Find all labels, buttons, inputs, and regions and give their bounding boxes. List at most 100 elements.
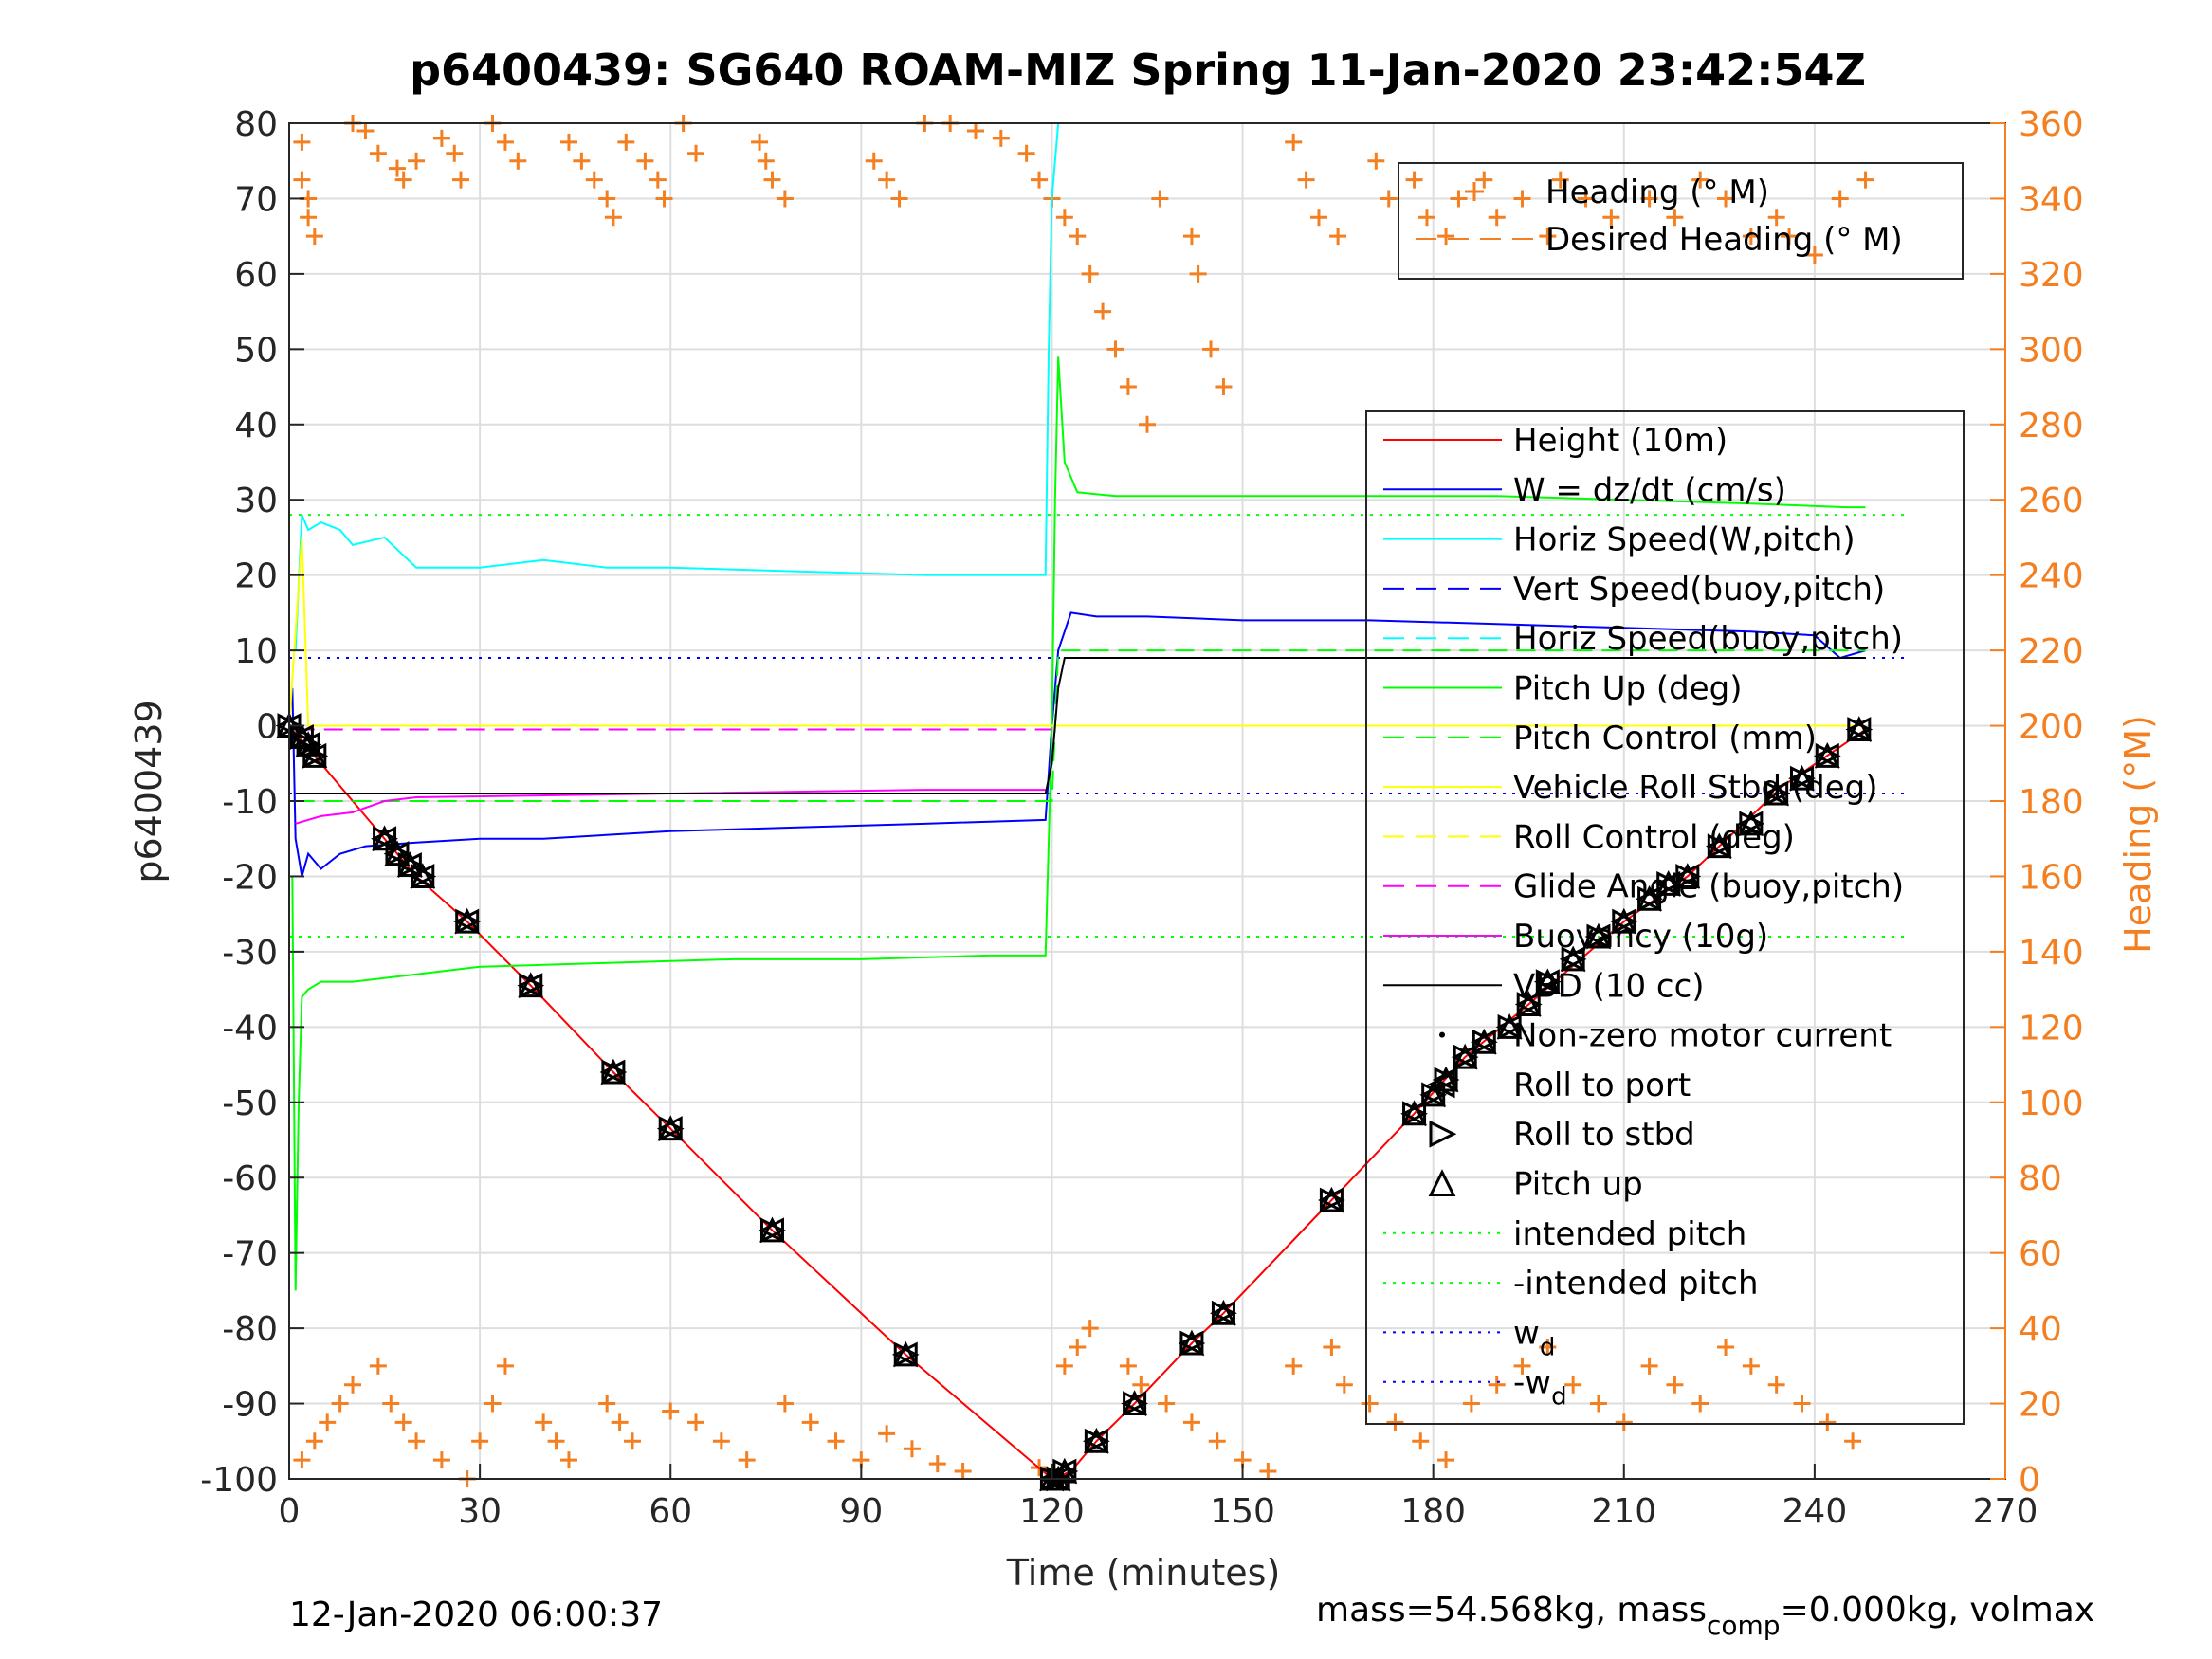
heading-point: [1158, 1395, 1176, 1413]
heading-point: [1094, 302, 1112, 320]
heading-point: [604, 209, 622, 227]
heading-point: [1513, 190, 1531, 208]
heading-point: [1119, 378, 1137, 396]
heading-point: [1666, 1376, 1684, 1394]
x-tick-label: 120: [1019, 1492, 1085, 1531]
x-axis-label: Time (minutes): [1006, 1552, 1281, 1594]
x-tick-label: 210: [1591, 1492, 1656, 1531]
legend-sample: [1429, 1120, 1457, 1148]
legend-label-sub: d: [1551, 1383, 1567, 1412]
heading-point: [1564, 1376, 1582, 1394]
heading-point: [801, 1413, 819, 1431]
heading-point: [1329, 228, 1347, 246]
legend-label: Roll to port: [1513, 1066, 1691, 1104]
marker-pitch-up: [1846, 716, 1873, 742]
heading-point: [452, 171, 469, 189]
marker-roll-stbd: [1084, 1428, 1110, 1454]
marker-pitch-up: [1814, 741, 1840, 768]
heading-point: [636, 152, 654, 170]
marker-roll-stbd: [1612, 908, 1638, 935]
heading-point: [293, 133, 311, 151]
heading-point: [763, 171, 781, 189]
heading-point: [1285, 1357, 1303, 1375]
heading-point: [776, 1395, 794, 1413]
heading-point: [1055, 209, 1073, 227]
marker-pitch-up: [454, 907, 481, 934]
marker-pitch-up: [1179, 1329, 1205, 1356]
legend-box: [1365, 410, 1965, 1425]
footer-timestamp: 12-Jan-2020 06:00:37: [289, 1595, 663, 1634]
heading-point: [1297, 171, 1315, 189]
heading-point: [1417, 209, 1435, 227]
marker-roll-stbd: [1497, 1013, 1524, 1040]
heading-point: [1856, 171, 1874, 189]
marker-pitch-up: [892, 1340, 919, 1367]
heading-point: [1615, 1413, 1633, 1431]
heading-point: [331, 1395, 349, 1413]
marker-roll-stbd: [1707, 833, 1733, 860]
legend-label: -intended pitch: [1513, 1265, 1759, 1303]
marker-pitch-up: [657, 1115, 684, 1141]
y-tick-label: -50: [222, 1085, 278, 1123]
heading-point: [1412, 1432, 1430, 1450]
marker-roll-stbd: [385, 841, 411, 867]
y-right-tick-label: 260: [2019, 482, 2084, 520]
marker-roll-stbd: [1472, 1029, 1498, 1055]
heading-point: [408, 1432, 426, 1450]
legend-label-main: -w: [1513, 1364, 1551, 1402]
marker-pitch-up: [1674, 863, 1701, 888]
heading-point: [878, 1425, 896, 1443]
legend-label: Roll Control (deg): [1513, 818, 1795, 856]
marker-roll-stbd: [1319, 1187, 1345, 1213]
marker-pitch-up: [1789, 764, 1815, 791]
footer-mass-pre: mass=54.568kg, mass: [1316, 1591, 1707, 1630]
heading-point: [1640, 1357, 1658, 1375]
heading-point: [369, 144, 387, 162]
heading-point: [1215, 378, 1233, 396]
heading-point: [1182, 1413, 1200, 1431]
marker-roll-stbd: [397, 852, 424, 878]
marker-roll-stbd: [1561, 946, 1587, 973]
heading-point: [344, 1376, 362, 1394]
heading-point: [1475, 171, 1493, 189]
y-right-tick-label: 160: [2019, 858, 2084, 897]
heading-point: [1717, 1338, 1735, 1356]
legend-label: Roll to stbd: [1513, 1116, 1695, 1154]
marker-pitch-up: [1706, 832, 1732, 859]
y-right-tick-label: 280: [2019, 407, 2084, 446]
heading-point: [559, 1451, 577, 1469]
heading-point: [305, 228, 323, 246]
y-tick-label: -60: [222, 1159, 278, 1198]
legend-heading: Heading (° M) Desired Heading (° M): [1398, 162, 1964, 280]
heading-point: [1539, 1338, 1557, 1356]
heading-point: [1208, 1432, 1226, 1450]
heading-point: [585, 171, 603, 189]
heading-point: [547, 1432, 565, 1450]
y-tick-label: 80: [234, 105, 278, 144]
heading-point: [903, 1440, 921, 1458]
legend-sample: [1439, 1031, 1445, 1038]
legend-label-main: w: [1513, 1314, 1540, 1352]
heading-point: [1640, 190, 1658, 208]
heading-point: [300, 209, 318, 227]
heading-point: [827, 1432, 845, 1450]
series-line: [288, 724, 1867, 1481]
heading-point: [687, 144, 705, 162]
legend-label: VBD (10 cc): [1513, 967, 1705, 1005]
marker-pitch-up: [1051, 1457, 1078, 1484]
y-tick-label: -40: [222, 1009, 278, 1048]
heading-point: [1844, 1432, 1862, 1450]
marker-pitch-up: [1083, 1427, 1109, 1453]
x-tick-label: 150: [1210, 1492, 1275, 1531]
marker-pitch-up: [1515, 991, 1542, 1016]
heading-point: [484, 1395, 502, 1413]
heading-point: [992, 129, 1010, 147]
heading-point: [928, 1455, 946, 1473]
heading-point: [1031, 171, 1049, 189]
y-right-tick-label: 180: [2019, 783, 2084, 822]
legend-sample: [1427, 1070, 1455, 1099]
marker-roll-stbd: [373, 826, 398, 852]
heading-point: [1285, 133, 1303, 151]
marker-roll-stbd: [759, 1217, 786, 1244]
